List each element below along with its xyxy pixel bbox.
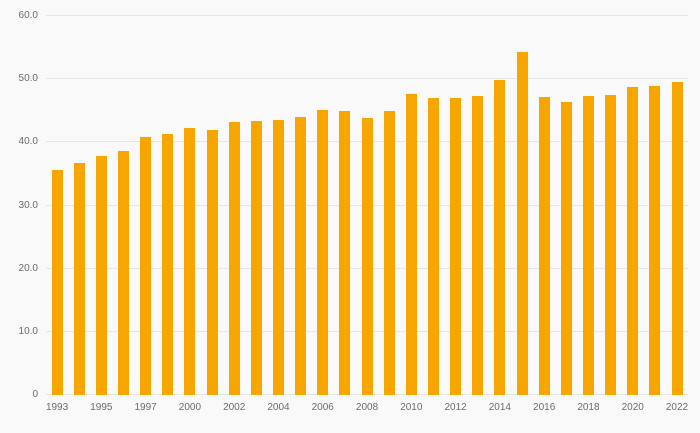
bar-2003 (250, 120, 262, 395)
y-axis-tick-label: 40.0 (18, 136, 38, 148)
x-axis-tick-label: 2000 (178, 402, 202, 413)
x-axis-tick-label: 2004 (267, 402, 290, 413)
bar-2005 (295, 117, 307, 395)
x-axis-tick-label: 2018 (577, 402, 600, 413)
x-axis-tick-label: 2016 (533, 402, 556, 413)
bar-slot (290, 16, 312, 395)
bar-2012 (450, 97, 462, 395)
bar-1994 (73, 162, 85, 395)
bar-slot: 2020 (622, 16, 644, 413)
y-axis-tick-label: 10.0 (18, 325, 38, 337)
bar-slot (555, 16, 577, 395)
bar-2002 (228, 121, 240, 395)
bar-2007 (339, 111, 351, 395)
bar-slot: 2016 (533, 16, 555, 413)
bar-slot: 2022 (666, 16, 688, 413)
bar-2022 (671, 82, 683, 395)
bar-slot (378, 16, 400, 395)
y-axis-tick-label: 60.0 (18, 10, 38, 21)
plot-area: 1993 1995 1997 2000 2002 2004 2006 2008 2010 2012… (19, 11, 689, 413)
bar-2014 (494, 79, 506, 395)
bar-slot: 2012 (444, 16, 467, 413)
bar-slot: 2004 (267, 16, 290, 413)
bar-slot: 2014 (489, 16, 511, 413)
bar-slot: 2010 (400, 16, 422, 413)
bar-2018 (582, 95, 594, 395)
x-axis-tick-label: 1997 (134, 402, 157, 413)
x-axis-tick-label: 2002 (223, 402, 246, 413)
gridline (46, 15, 688, 16)
y-axis-tick-label: 20.0 (18, 262, 38, 274)
bar-2017 (560, 101, 572, 395)
bar-slot (201, 16, 223, 395)
bar-2011 (427, 97, 439, 395)
bar-2015 (516, 52, 528, 395)
bar-1997 (140, 137, 152, 395)
bar-2021 (649, 86, 661, 395)
bar-slot: 2018 (577, 16, 600, 413)
bar-slot (600, 16, 622, 395)
bar-1996 (117, 151, 129, 395)
y-axis-tick-label: 0 (32, 389, 38, 400)
bar-slot: 1997 (135, 16, 157, 413)
x-axis-tick-label: 2008 (355, 402, 379, 413)
bars-layer: 1993 1995 1997 2000 2002 2004 2006 2008 2010 2012… (46, 16, 688, 413)
x-axis-tick-label: 2010 (400, 402, 423, 413)
bar-2006 (317, 109, 329, 395)
bar-1995 (95, 156, 107, 395)
x-axis-tick-label: 2014 (488, 402, 511, 413)
bar-slot: 1995 (90, 16, 112, 413)
bar-2020 (627, 86, 639, 395)
x-axis-tick-label: 1995 (90, 402, 113, 413)
bar-slot (68, 16, 90, 395)
bar-slot (511, 16, 533, 395)
bar-2013 (472, 95, 484, 395)
x-axis-tick-label: 2020 (621, 402, 644, 413)
bar-1998 (162, 133, 174, 395)
bar-slot: 2002 (223, 16, 245, 413)
bar-slot (157, 16, 179, 395)
x-axis-tick-label: 2012 (444, 402, 467, 413)
bar-slot (422, 16, 444, 395)
bar-1993 (51, 170, 63, 395)
bar-2019 (605, 94, 617, 395)
bar-slot: 2006 (312, 16, 334, 413)
bar-2001 (206, 129, 218, 395)
bar-2010 (405, 93, 417, 395)
bar-slot (644, 16, 666, 395)
y-axis-tick-label: 30.0 (18, 199, 38, 211)
bar-2004 (272, 120, 284, 395)
bar-slot (334, 16, 356, 395)
bar-slot (467, 16, 489, 395)
bar-2008 (361, 117, 373, 395)
bar-slot (112, 16, 134, 395)
gridline (46, 78, 688, 80)
bar-slot (245, 16, 267, 395)
y-axis-tick-label: 50.0 (18, 73, 38, 85)
x-axis-tick-label: 1993 (45, 402, 69, 413)
bar-slot: 2000 (179, 16, 201, 413)
x-axis-tick-label: 2022 (665, 402, 689, 413)
bar-slot: 2008 (356, 16, 378, 413)
bar-2009 (383, 110, 395, 395)
bar-2000 (184, 128, 196, 395)
bar-2016 (538, 96, 550, 395)
bar-slot: 1993 (46, 16, 68, 413)
x-axis-tick-label: 2006 (311, 402, 334, 413)
